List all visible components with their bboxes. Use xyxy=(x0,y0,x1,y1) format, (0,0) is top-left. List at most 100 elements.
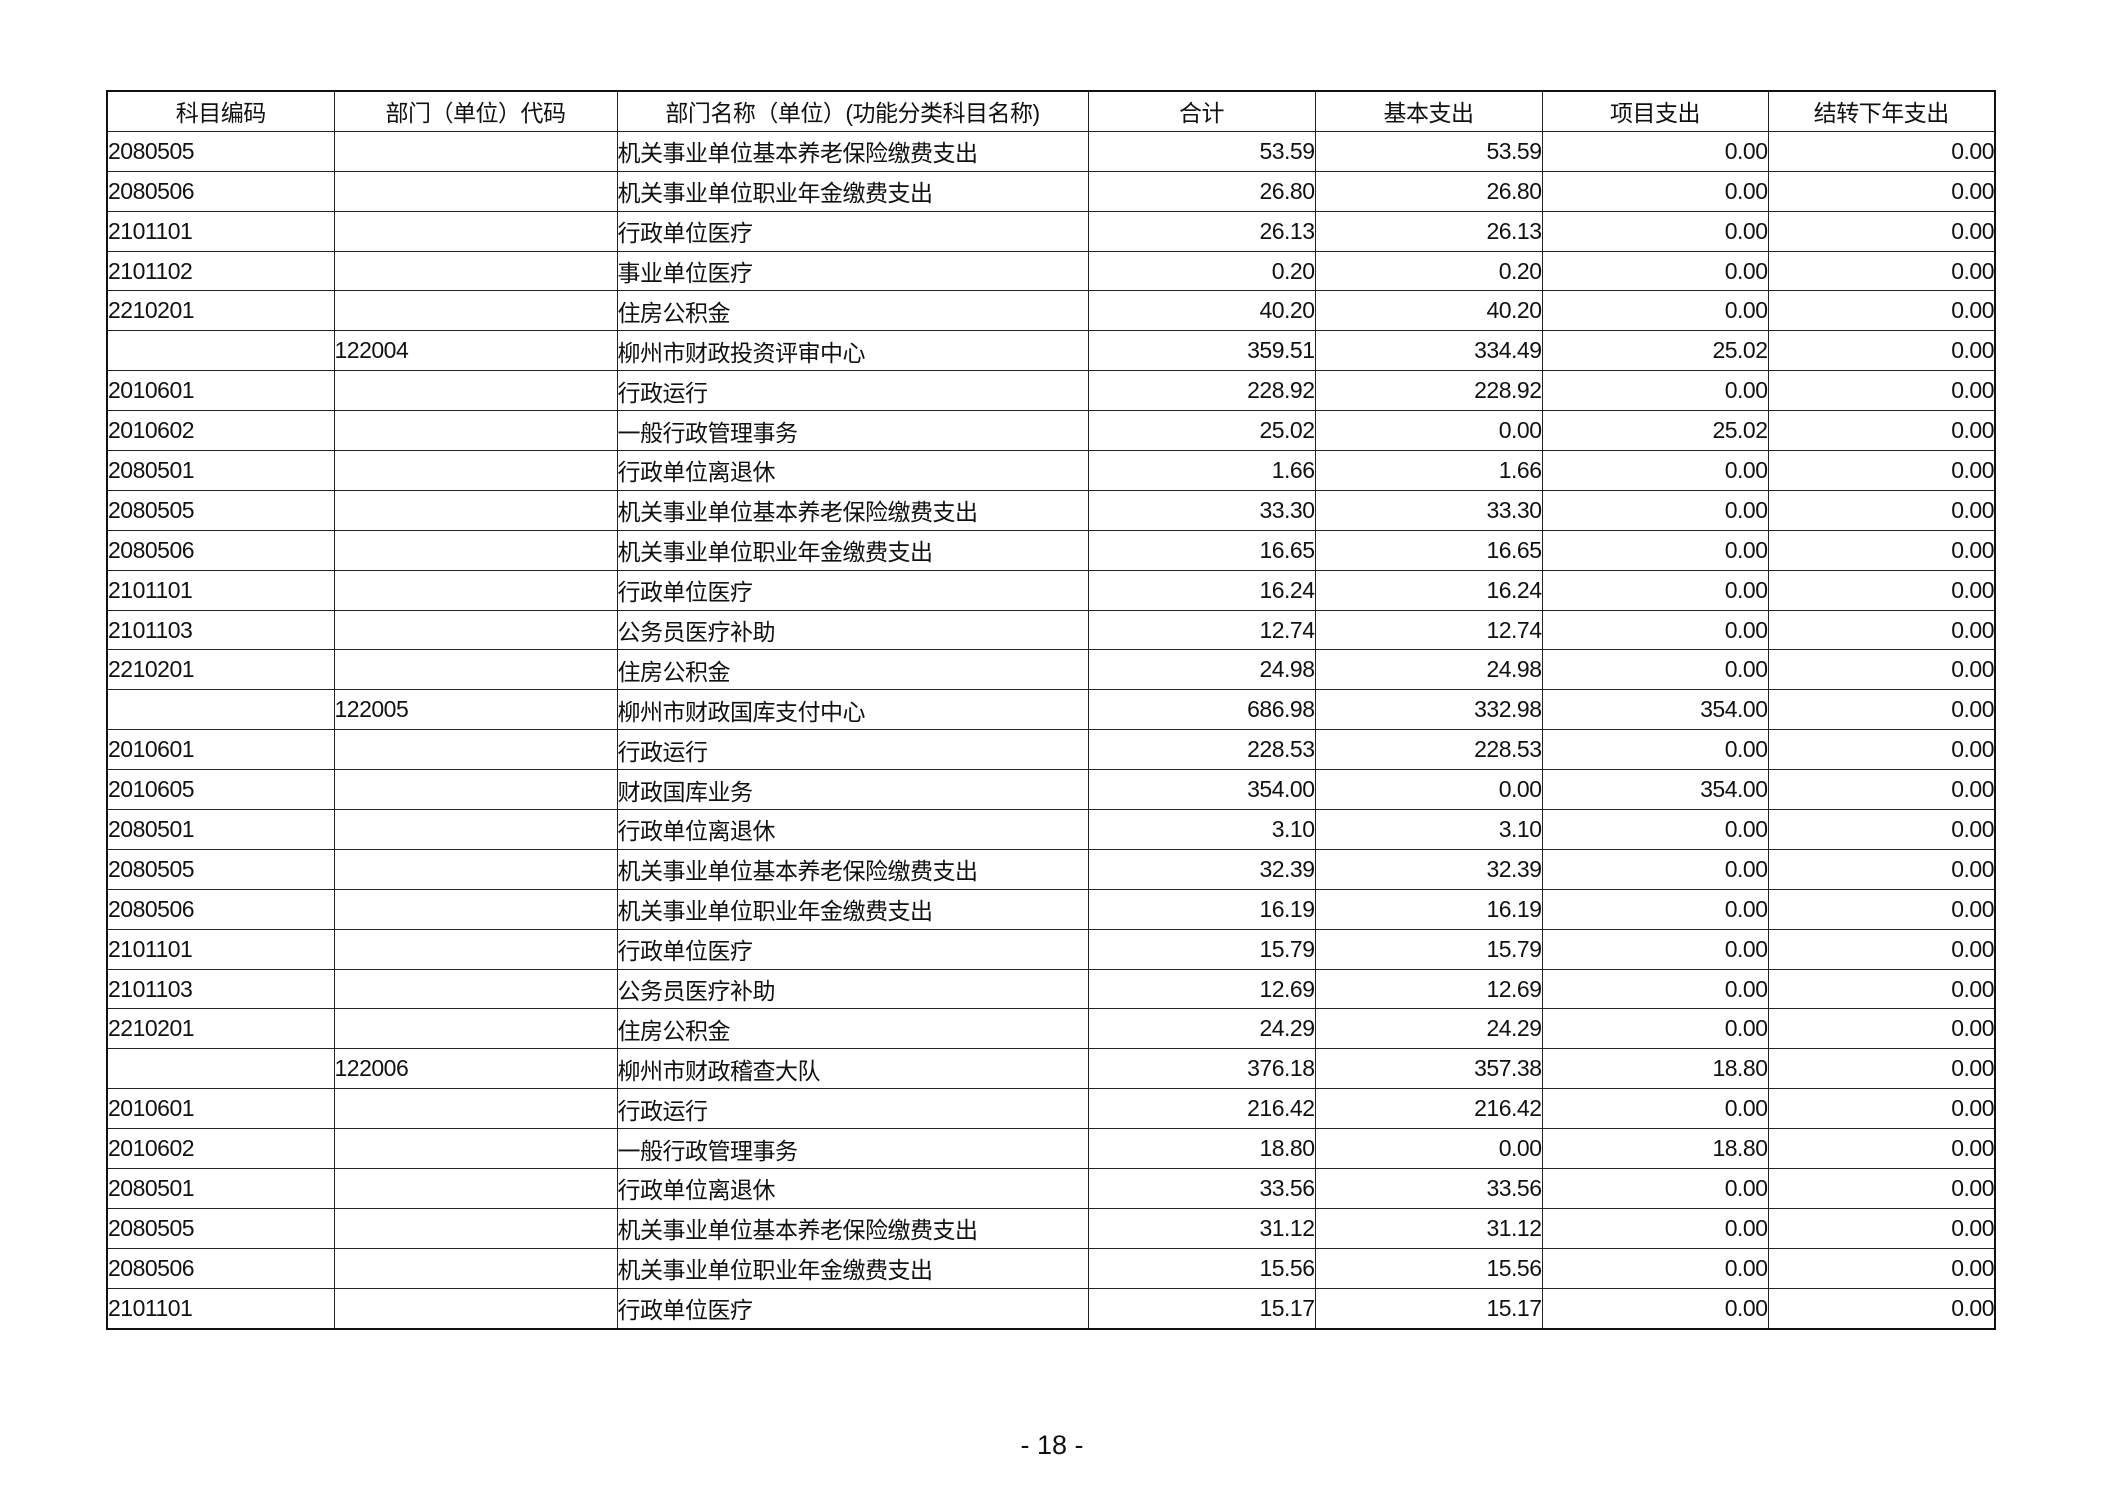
project-expense-cell: 0.00 xyxy=(1541,529,1769,571)
dept-name-cell: 住房公积金 xyxy=(616,649,1089,691)
basic-expense-cell: 3.10 xyxy=(1314,809,1543,850)
dept-name-cell: 行政单位医疗 xyxy=(616,569,1089,611)
subject-code-cell: 2080501 xyxy=(106,1168,335,1209)
table-row: 2010601 行政运行 216.42 216.42 0.00 0.00 xyxy=(106,1088,1996,1130)
dept-code-cell xyxy=(333,370,618,412)
subject-code-cell: 2080506 xyxy=(106,529,335,571)
dept-name-cell: 行政运行 xyxy=(616,370,1089,412)
subject-code-cell: 2210201 xyxy=(106,290,335,332)
total-cell: 376.18 xyxy=(1087,1048,1316,1090)
project-expense-cell: 0.00 xyxy=(1541,370,1769,412)
basic-expense-cell: 40.20 xyxy=(1314,290,1543,332)
subject-code-cell: 2080506 xyxy=(106,888,335,930)
dept-code-cell xyxy=(333,1088,618,1130)
project-expense-cell: 354.00 xyxy=(1541,769,1769,811)
dept-name-cell: 机关事业单位职业年金缴费支出 xyxy=(616,170,1089,212)
table-row: 2080501 行政单位离退休 3.10 3.10 0.00 0.00 xyxy=(106,809,1996,850)
subject-code-cell: 2010601 xyxy=(106,729,335,771)
carryover-expense-cell: 0.00 xyxy=(1767,529,1996,571)
dept-name-cell: 机关事业单位职业年金缴费支出 xyxy=(616,888,1089,930)
table-row: 2080506 机关事业单位职业年金缴费支出 16.19 16.19 0.00 0.00 xyxy=(106,888,1996,930)
project-expense-cell: 0.00 xyxy=(1541,928,1769,970)
total-cell: 12.74 xyxy=(1087,609,1316,651)
total-cell: 16.24 xyxy=(1087,569,1316,611)
carryover-expense-cell: 0.00 xyxy=(1767,1048,1996,1090)
dept-name-cell: 财政国库业务 xyxy=(616,769,1089,811)
basic-expense-cell: 0.00 xyxy=(1314,769,1543,811)
basic-expense-cell: 1.66 xyxy=(1314,450,1543,491)
header-basic-expense: 基本支出 xyxy=(1314,90,1543,132)
basic-expense-cell: 12.69 xyxy=(1314,968,1543,1010)
carryover-expense-cell: 0.00 xyxy=(1767,290,1996,332)
project-expense-cell: 0.00 xyxy=(1541,170,1769,212)
subject-code-cell: 2080501 xyxy=(106,450,335,491)
basic-expense-cell: 332.98 xyxy=(1314,689,1543,731)
table-row: 2210201 住房公积金 24.29 24.29 0.00 0.00 xyxy=(106,1008,1996,1050)
project-expense-cell: 25.02 xyxy=(1541,410,1769,452)
carryover-expense-cell: 0.00 xyxy=(1767,1247,1996,1289)
header-project-expense: 项目支出 xyxy=(1541,90,1769,132)
table-row: 122006 柳州市财政稽查大队 376.18 357.38 18.80 0.00 xyxy=(106,1048,1996,1090)
project-expense-cell: 0.00 xyxy=(1541,649,1769,691)
subject-code-cell: 2010605 xyxy=(106,769,335,811)
carryover-expense-cell: 0.00 xyxy=(1767,689,1996,731)
total-cell: 25.02 xyxy=(1087,410,1316,452)
table-row: 2080505 机关事业单位基本养老保险缴费支出 31.12 31.12 0.00 0.0… xyxy=(106,1207,1996,1249)
carryover-expense-cell: 0.00 xyxy=(1767,729,1996,771)
carryover-expense-cell: 0.00 xyxy=(1767,1008,1996,1050)
table-row: 2101101 行政单位医疗 15.17 15.17 0.00 0.00 xyxy=(106,1287,1996,1330)
total-cell: 40.20 xyxy=(1087,290,1316,332)
total-cell: 33.56 xyxy=(1087,1168,1316,1209)
basic-expense-cell: 15.79 xyxy=(1314,928,1543,970)
total-cell: 354.00 xyxy=(1087,769,1316,811)
basic-expense-cell: 15.17 xyxy=(1314,1287,1543,1330)
table-row: 2010602 一般行政管理事务 25.02 0.00 25.02 0.00 xyxy=(106,410,1996,452)
basic-expense-cell: 24.98 xyxy=(1314,649,1543,691)
subject-code-cell: 2210201 xyxy=(106,649,335,691)
carryover-expense-cell: 0.00 xyxy=(1767,809,1996,850)
table-row: 2080506 机关事业单位职业年金缴费支出 26.80 26.80 0.00 0.00 xyxy=(106,170,1996,212)
subject-code-cell: 2010601 xyxy=(106,1088,335,1130)
dept-name-cell: 行政运行 xyxy=(616,729,1089,771)
subject-code-cell: 2101101 xyxy=(106,928,335,970)
total-cell: 216.42 xyxy=(1087,1088,1316,1130)
dept-code-cell xyxy=(333,210,618,252)
subject-code-cell: 2010602 xyxy=(106,410,335,452)
project-expense-cell: 0.00 xyxy=(1541,290,1769,332)
subject-code-cell xyxy=(106,689,335,731)
project-expense-cell: 0.00 xyxy=(1541,1207,1769,1249)
table-row: 2080506 机关事业单位职业年金缴费支出 16.65 16.65 0.00 0.00 xyxy=(106,529,1996,571)
header-total: 合计 xyxy=(1087,90,1316,132)
carryover-expense-cell: 0.00 xyxy=(1767,848,1996,890)
dept-code-cell xyxy=(333,130,618,172)
carryover-expense-cell: 0.00 xyxy=(1767,1168,1996,1209)
dept-name-cell: 一般行政管理事务 xyxy=(616,1128,1089,1170)
dept-code-cell xyxy=(333,450,618,491)
page-number: - 18 - xyxy=(1020,1430,1084,1460)
header-subject-code: 科目编码 xyxy=(106,90,335,132)
subject-code-cell: 2080505 xyxy=(106,1207,335,1249)
total-cell: 33.30 xyxy=(1087,489,1316,531)
dept-name-cell: 机关事业单位基本养老保险缴费支出 xyxy=(616,1207,1089,1249)
dept-name-cell: 行政单位离退休 xyxy=(616,809,1089,850)
basic-expense-cell: 334.49 xyxy=(1314,330,1543,372)
basic-expense-cell: 26.80 xyxy=(1314,170,1543,212)
project-expense-cell: 18.80 xyxy=(1541,1128,1769,1170)
subject-code-cell: 2101103 xyxy=(106,609,335,651)
dept-code-cell xyxy=(333,609,618,651)
project-expense-cell: 0.00 xyxy=(1541,1168,1769,1209)
basic-expense-cell: 228.92 xyxy=(1314,370,1543,412)
dept-name-cell: 行政运行 xyxy=(616,1088,1089,1130)
table-row: 2080501 行政单位离退休 1.66 1.66 0.00 0.00 xyxy=(106,450,1996,491)
table-row: 2010601 行政运行 228.53 228.53 0.00 0.00 xyxy=(106,729,1996,771)
basic-expense-cell: 228.53 xyxy=(1314,729,1543,771)
carryover-expense-cell: 0.00 xyxy=(1767,928,1996,970)
total-cell: 3.10 xyxy=(1087,809,1316,850)
basic-expense-cell: 53.59 xyxy=(1314,130,1543,172)
carryover-expense-cell: 0.00 xyxy=(1767,450,1996,491)
project-expense-cell: 0.00 xyxy=(1541,130,1769,172)
project-expense-cell: 0.00 xyxy=(1541,809,1769,850)
table-row: 2101103 公务员医疗补助 12.74 12.74 0.00 0.00 xyxy=(106,609,1996,651)
dept-code-cell xyxy=(333,1168,618,1209)
project-expense-cell: 0.00 xyxy=(1541,729,1769,771)
